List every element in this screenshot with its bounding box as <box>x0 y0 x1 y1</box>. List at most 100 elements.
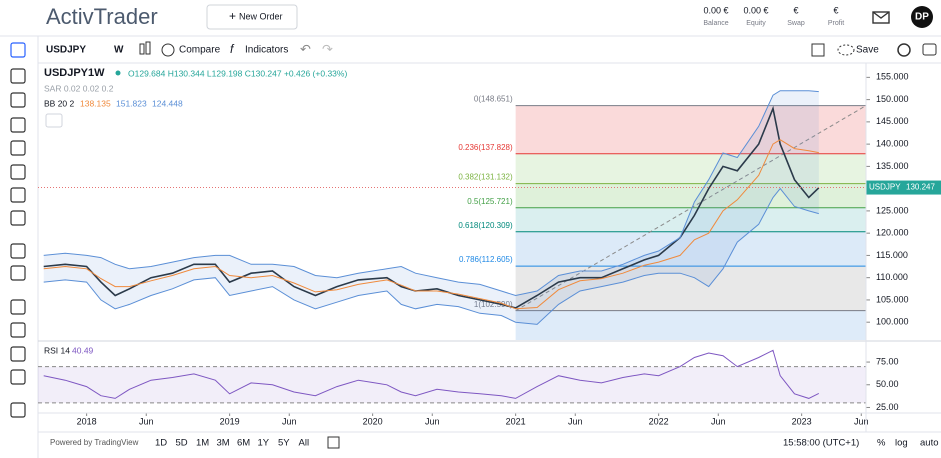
rsi-y-tick-label: 50.00 <box>876 379 899 389</box>
tool-button[interactable] <box>10 346 26 362</box>
fib-trend-line <box>515 105 867 312</box>
fib-label: 0.5(125.721) <box>467 197 513 206</box>
drawing-toolbar <box>10 42 26 418</box>
y-tick-label: 110.000 <box>876 272 908 282</box>
stat-value: 0.00 € <box>743 5 768 15</box>
range-button[interactable]: 3M <box>217 438 230 449</box>
fib-zone <box>515 153 866 184</box>
legend-ohlc: O129.684 H130.344 L129.198 C130.247 +0.4… <box>128 68 347 78</box>
legend-symbol: USDJPY <box>44 67 89 79</box>
avatar[interactable] <box>911 6 933 28</box>
y-tick-label: 120.000 <box>876 228 909 238</box>
interval-button[interactable]: W <box>114 45 124 56</box>
rsi-legend: RSI 14 <box>44 345 70 355</box>
candle-type-icon <box>145 41 151 55</box>
tool-button[interactable] <box>10 243 26 259</box>
indicators-icon: f <box>230 42 235 56</box>
stat-label: Swap <box>787 20 805 27</box>
stat-label: Profit <box>828 20 844 27</box>
snapshot-button[interactable] <box>922 43 937 56</box>
avatar-initials: DP <box>915 12 929 23</box>
y-tick-label: 115.000 <box>876 250 908 260</box>
x-tick-label: Jun <box>139 416 154 426</box>
x-tick-label: 2023 <box>792 416 812 426</box>
compare-button[interactable]: Compare <box>179 45 221 56</box>
new-order-button[interactable] <box>206 4 298 30</box>
range-button[interactable]: 5Y <box>278 438 290 449</box>
y-tick-label: 135.000 <box>876 161 909 171</box>
legend-sar: SAR 0.02 0.02 0.2 <box>44 83 114 93</box>
compare-icon[interactable] <box>161 43 175 57</box>
fib-label: 0.236(137.828) <box>458 143 513 152</box>
series-line <box>43 90 819 297</box>
status-dot <box>115 70 121 76</box>
redo-button[interactable]: ↷ <box>322 41 333 56</box>
fib-zone <box>515 310 866 340</box>
x-tick-label: 2020 <box>363 416 383 426</box>
mail-icon[interactable] <box>872 11 890 24</box>
tool-button[interactable] <box>10 210 26 226</box>
x-tick-label: Jun <box>568 416 583 426</box>
new-order-label[interactable]: New Order <box>239 11 283 21</box>
stat-value: 0.00 € <box>703 5 728 15</box>
mail-icon-flap <box>872 11 890 19</box>
symbol-button[interactable]: USDJPY <box>46 45 86 56</box>
tool-button[interactable] <box>10 42 26 58</box>
bb-fill <box>43 90 819 325</box>
tool-button[interactable] <box>10 402 26 418</box>
tool-button[interactable] <box>10 92 26 108</box>
tool-button[interactable] <box>10 164 26 180</box>
last-price-value: 130.247 <box>906 183 935 192</box>
percent-toggle[interactable]: % <box>877 438 886 449</box>
x-tick-label: Jun <box>711 416 726 426</box>
rsi-y-tick-label: 75.00 <box>876 356 899 366</box>
range-button[interactable]: 1D <box>155 438 167 449</box>
stat-label: Balance <box>703 20 728 27</box>
candle-type-icon[interactable] <box>139 43 145 55</box>
stat-value: € <box>793 5 798 15</box>
collapse-button[interactable] <box>45 113 63 128</box>
fib-label: 0.382(131.132) <box>458 173 513 182</box>
powered-by: Powered by TradingView <box>50 438 139 447</box>
fib-zone <box>515 266 866 311</box>
series-line <box>43 139 819 310</box>
legend-bb-value: 138.135 <box>80 98 111 108</box>
tool-button[interactable] <box>10 299 26 315</box>
fib-label: 0.618(120.309) <box>458 221 513 230</box>
tool-button[interactable] <box>10 265 26 281</box>
fib-label: 0(148.651) <box>474 95 513 104</box>
layout-button[interactable] <box>811 43 825 57</box>
range-button[interactable]: 5D <box>176 438 188 449</box>
range-button[interactable]: All <box>299 438 310 449</box>
account-stats: 0.00 € Balance 0.00 € Equity € Swap € Profit <box>703 5 844 26</box>
undo-button[interactable]: ↶ <box>300 41 311 56</box>
auto-toggle[interactable]: auto <box>920 438 939 449</box>
stat-label: Equity <box>746 20 766 27</box>
x-tick-label: Jun <box>854 416 869 426</box>
stat-value: € <box>833 5 838 15</box>
go-to-date[interactable] <box>327 436 340 449</box>
tool-button[interactable] <box>10 322 26 338</box>
tool-button[interactable] <box>10 187 26 203</box>
indicators-button[interactable]: Indicators <box>245 45 288 56</box>
log-toggle[interactable]: log <box>895 438 908 449</box>
rsi-legend-value: 40.49 <box>72 345 94 355</box>
tool-button[interactable] <box>10 140 26 156</box>
settings-button[interactable] <box>897 43 911 57</box>
legend-interval: 1W <box>88 67 105 79</box>
fib-label: 1(102.590) <box>474 300 513 309</box>
range-button[interactable]: 1M <box>196 438 209 449</box>
series-line <box>43 187 819 325</box>
last-price-tag <box>866 180 941 195</box>
y-tick-label: 140.000 <box>876 139 909 149</box>
chart: 0(148.651) 0.236(137.828) 0.382(131.132) 0.… <box>38 67 941 426</box>
tool-button[interactable] <box>10 369 26 385</box>
range-button[interactable]: 1Y <box>258 438 270 449</box>
tool-button[interactable] <box>10 117 26 133</box>
x-tick-label: 2018 <box>77 416 97 426</box>
save-button[interactable]: Save <box>856 45 879 56</box>
logo: ActivTrader <box>46 4 158 29</box>
range-button[interactable]: 6M <box>237 438 250 449</box>
tool-button[interactable] <box>10 68 26 84</box>
